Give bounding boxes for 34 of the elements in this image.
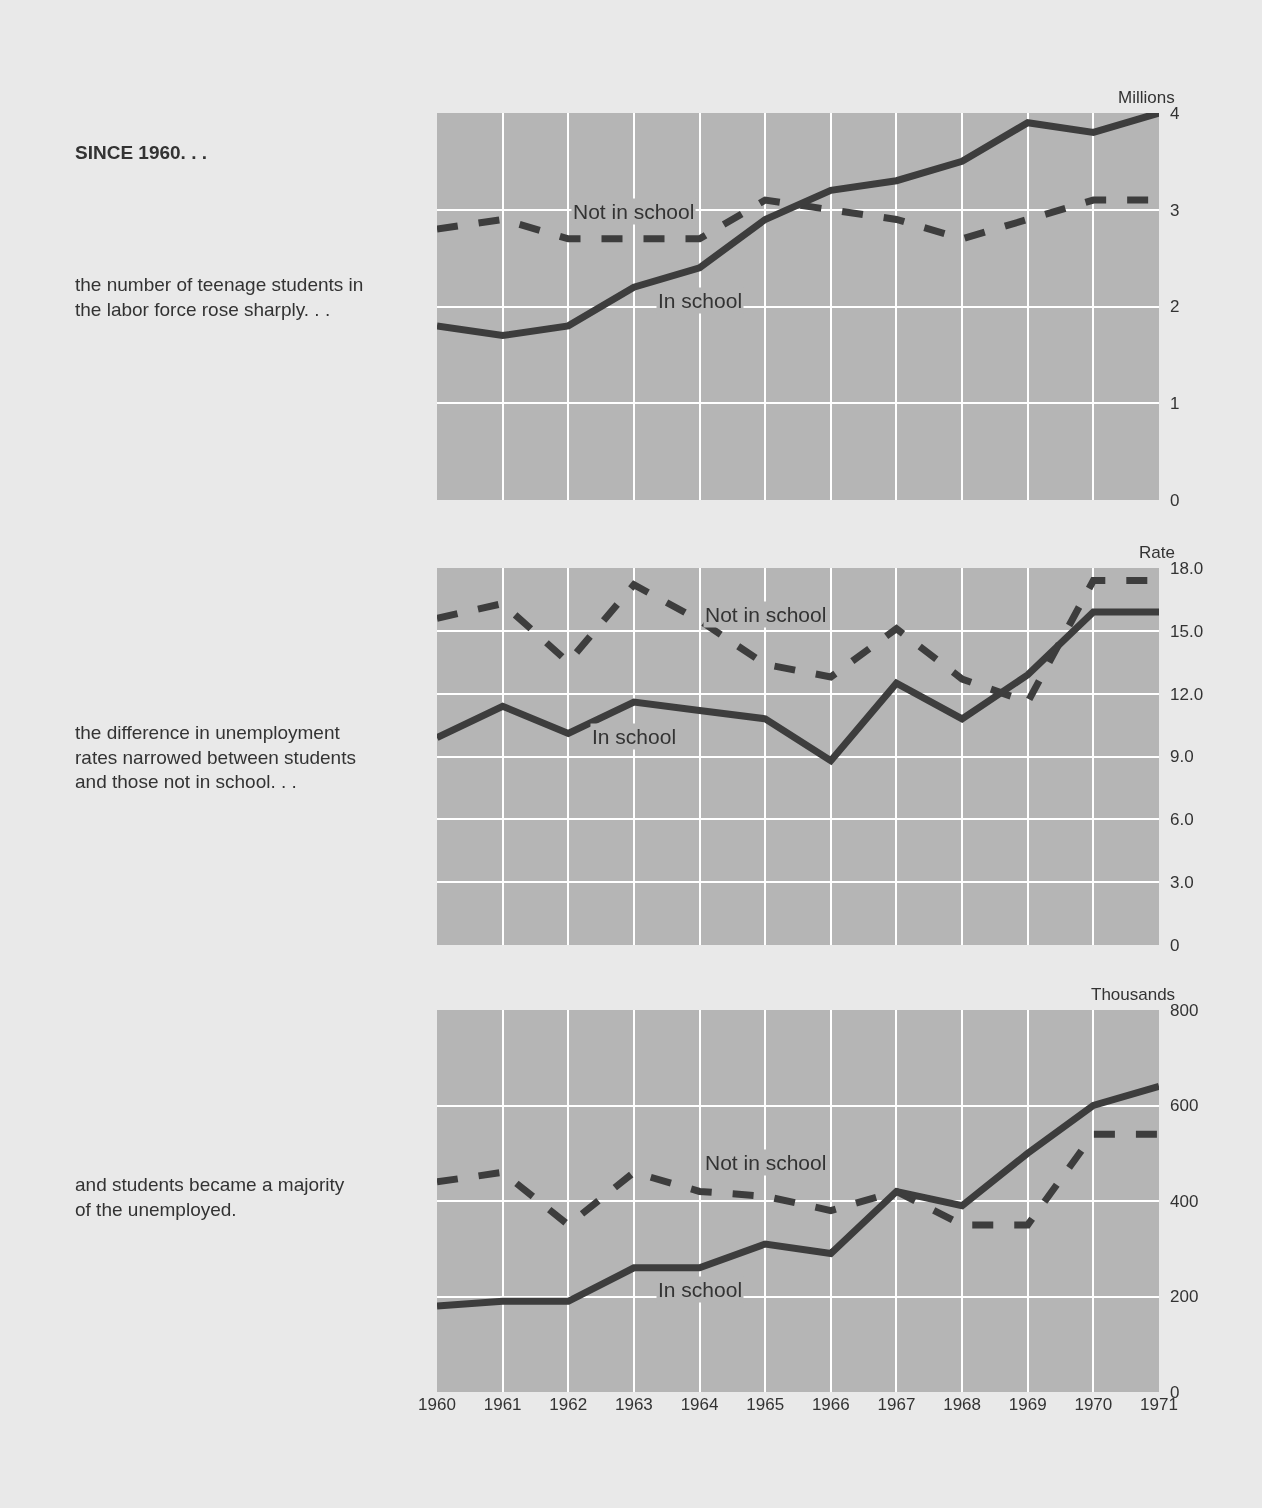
y-tick-label: 3.0	[1170, 873, 1194, 893]
x-tick-label: 1964	[680, 1395, 719, 1414]
series-label: In school	[592, 725, 677, 748]
series-label: Not in school	[705, 603, 827, 626]
y-tick-label: 400	[1170, 1191, 1199, 1211]
y-tick-label: 200	[1170, 1287, 1199, 1307]
y-tick-label: 2	[1170, 297, 1180, 317]
text: the number of teenage students in the labor force rose sharply. . .	[75, 274, 364, 320]
x-tick-label: 1961	[483, 1395, 522, 1414]
x-tick-label: 1968	[943, 1395, 981, 1414]
text: SINCE 1960. . .	[75, 142, 208, 163]
x-tick-label: 1967	[877, 1395, 916, 1414]
y-tick-label: 0	[1170, 490, 1180, 510]
y-tick-label: 0	[1170, 935, 1180, 955]
x-tick-label: 1965	[746, 1395, 785, 1414]
y-tick-label: 15.0	[1170, 621, 1204, 641]
series-label: In school	[658, 289, 743, 312]
y-tick-label: 6.0	[1170, 810, 1194, 830]
y-tick-label: 1	[1170, 394, 1180, 414]
x-tick-label: 1970	[1074, 1395, 1113, 1414]
y-tick-label: 3	[1170, 200, 1180, 220]
x-tick-label: 1960	[418, 1395, 456, 1414]
series-label: In school	[658, 1278, 743, 1301]
series-label: Not in school	[705, 1151, 827, 1174]
x-tick-label: 1962	[549, 1395, 588, 1414]
y-tick-label: 12.0	[1170, 684, 1204, 704]
x-tick-label: 1966	[811, 1395, 850, 1414]
y-tick-label: 9.0	[1170, 747, 1194, 767]
series-label: Not in school	[573, 200, 695, 223]
x-tick-label: 1963	[615, 1395, 653, 1414]
text: and students became a majority of the unemployed.	[75, 1174, 345, 1220]
y-tick-label: 600	[1170, 1096, 1199, 1116]
text: the difference in unemployment rates narrowed between students and those not in school. . .	[75, 722, 356, 793]
x-tick-label: 1969	[1008, 1395, 1047, 1414]
